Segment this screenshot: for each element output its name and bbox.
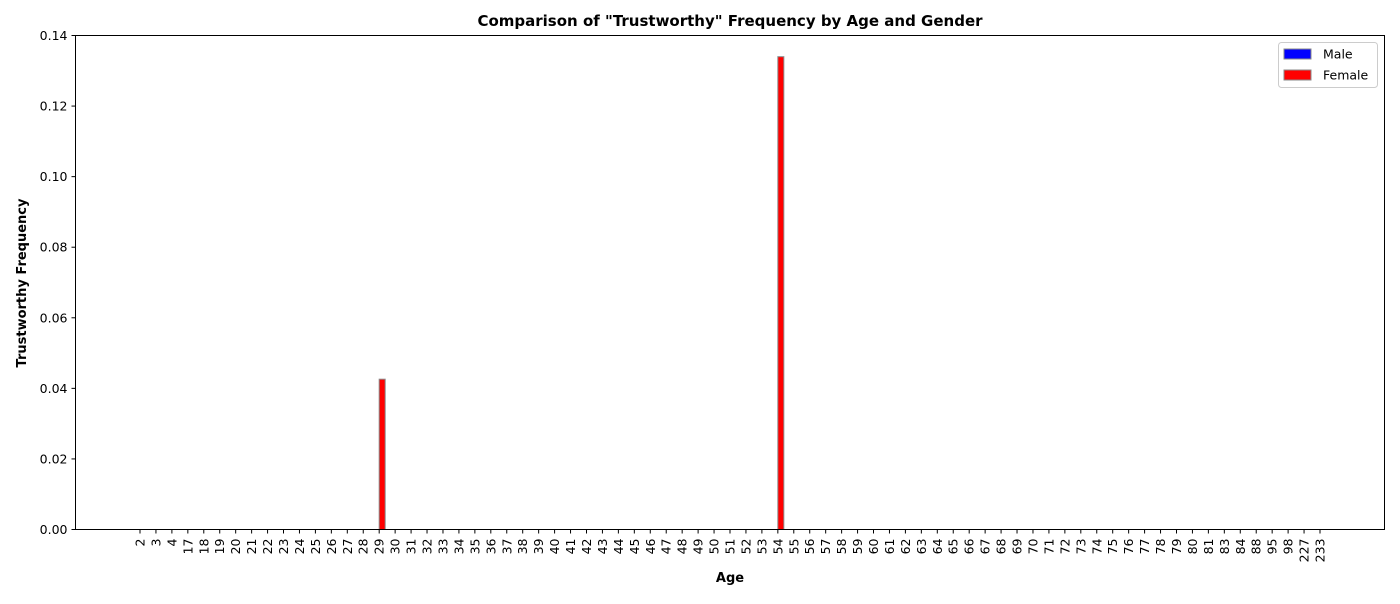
x-tick-label: 28 [356,538,371,554]
x-tick-label: 29 [372,538,387,554]
x-tick-label: 46 [643,538,658,554]
x-tick-label: 53 [754,539,769,555]
x-tick-label: 95 [1265,539,1280,555]
x-tick-label: 32 [420,539,435,555]
x-tick-label: 64 [930,538,945,554]
x-tick-label: 18 [196,538,211,554]
y-tick-label: 0.08 [40,240,68,255]
x-tick-label: 61 [882,539,897,555]
y-tick-label: 0.10 [40,169,68,184]
y-tick-label: 0.12 [40,99,68,114]
x-tick-label: 48 [675,538,690,554]
x-tick-label: 41 [563,539,578,555]
x-tick-label: 76 [1121,538,1136,554]
x-tick-label: 3 [148,539,163,547]
x-tick-label: 45 [627,539,642,555]
x-tick-label: 80 [1185,538,1200,554]
x-tick-label: 71 [1041,539,1056,555]
x-tick-label: 17 [180,539,195,555]
x-tick-label: 75 [1105,539,1120,555]
x-tick-label: 83 [1217,539,1232,555]
y-tick-label: 0.04 [40,381,68,396]
x-tick-label: 25 [308,539,323,555]
x-tick-label: 2 [133,539,148,547]
x-tick-label: 50 [707,538,722,554]
x-tick-label: 35 [467,539,482,555]
y-tick-label: 0.14 [40,28,68,43]
y-axis-label: Trustworthy Frequency [15,198,30,367]
x-tick-label: 66 [962,538,977,554]
x-tick-label: 19 [212,538,227,554]
legend-label-female: Female [1323,68,1369,83]
x-tick-label: 68 [994,538,1009,554]
legend-label-male: Male [1323,47,1353,62]
chart-title: Comparison of "Trustworthy" Frequency by… [477,12,983,30]
x-tick-label: 62 [898,539,913,555]
x-tick-label: 4 [164,538,179,546]
x-tick-label: 30 [388,538,403,554]
x-tick-label: 24 [292,538,307,554]
legend: Male Female [1278,42,1378,88]
x-tick-label: 69 [1010,538,1025,554]
bar-female-54 [777,56,785,531]
y-tick-label: 0.02 [40,451,68,466]
legend-swatch-male [1283,48,1312,60]
x-tick-label: 22 [260,539,275,555]
x-tick-label: 72 [1057,539,1072,555]
y-tick-label: 0.06 [40,310,68,325]
x-tick-label: 74 [1089,538,1104,554]
x-tick-label: 27 [340,539,355,555]
x-tick-label: 36 [483,538,498,554]
x-tick-label: 233 [1313,539,1328,563]
bar-female-29 [378,378,386,530]
x-tick-label: 40 [547,538,562,554]
x-tick-label: 70 [1025,538,1040,554]
x-tick-label: 67 [978,539,993,555]
y-axis: 0.00 0.02 0.04 0.06 0.08 0.10 0.12 0.14 [40,28,76,537]
x-tick-label: 51 [723,539,738,555]
x-tick-label: 65 [946,539,961,555]
x-tick-label: 73 [1073,539,1088,555]
x-tick-label: 56 [802,538,817,554]
x-tick-label: 42 [579,539,594,555]
x-tick-label: 44 [611,538,626,554]
x-tick-label: 58 [834,538,849,554]
x-tick-label: 33 [435,539,450,555]
x-tick-label: 60 [866,538,881,554]
x-tick-label: 79 [1169,538,1184,554]
x-tick-label: 37 [499,539,514,555]
x-axis-label: Age [716,571,744,586]
x-tick-label: 98 [1281,538,1296,554]
plot-frame [75,35,1385,530]
x-tick-label: 55 [786,539,801,555]
x-tick-label: 63 [914,539,929,555]
x-tick-label: 54 [770,538,785,554]
x-tick-label: 21 [244,539,259,555]
x-tick-label: 59 [850,538,865,554]
x-tick-label: 88 [1249,538,1264,554]
x-tick-label: 43 [595,539,610,555]
x-tick-label: 84 [1233,538,1248,554]
y-tick-label: 0.00 [40,522,68,537]
x-tick-label: 26 [324,538,339,554]
plot-area [378,56,785,531]
x-tick-label: 57 [818,539,833,555]
x-tick-label: 77 [1137,539,1152,555]
legend-swatch-female [1283,69,1312,81]
x-tick-label: 23 [276,539,291,555]
x-tick-label: 49 [691,538,706,554]
x-tick-label: 38 [515,538,530,554]
x-tick-label: 227 [1297,539,1312,563]
x-tick-label: 34 [451,538,466,554]
x-tick-label: 20 [228,538,243,554]
x-tick-label: 78 [1153,538,1168,554]
x-tick-label: 47 [659,539,674,555]
x-tick-label: 52 [738,539,753,555]
x-tick-label: 39 [531,538,546,554]
x-tick-label: 31 [404,539,419,555]
x-tick-label: 81 [1201,539,1216,555]
x-axis: 2 3 4 17 18 19 20 21 22 23 24 25 26 27 28 29 30 31 32 33 34 3… [133,529,1328,563]
